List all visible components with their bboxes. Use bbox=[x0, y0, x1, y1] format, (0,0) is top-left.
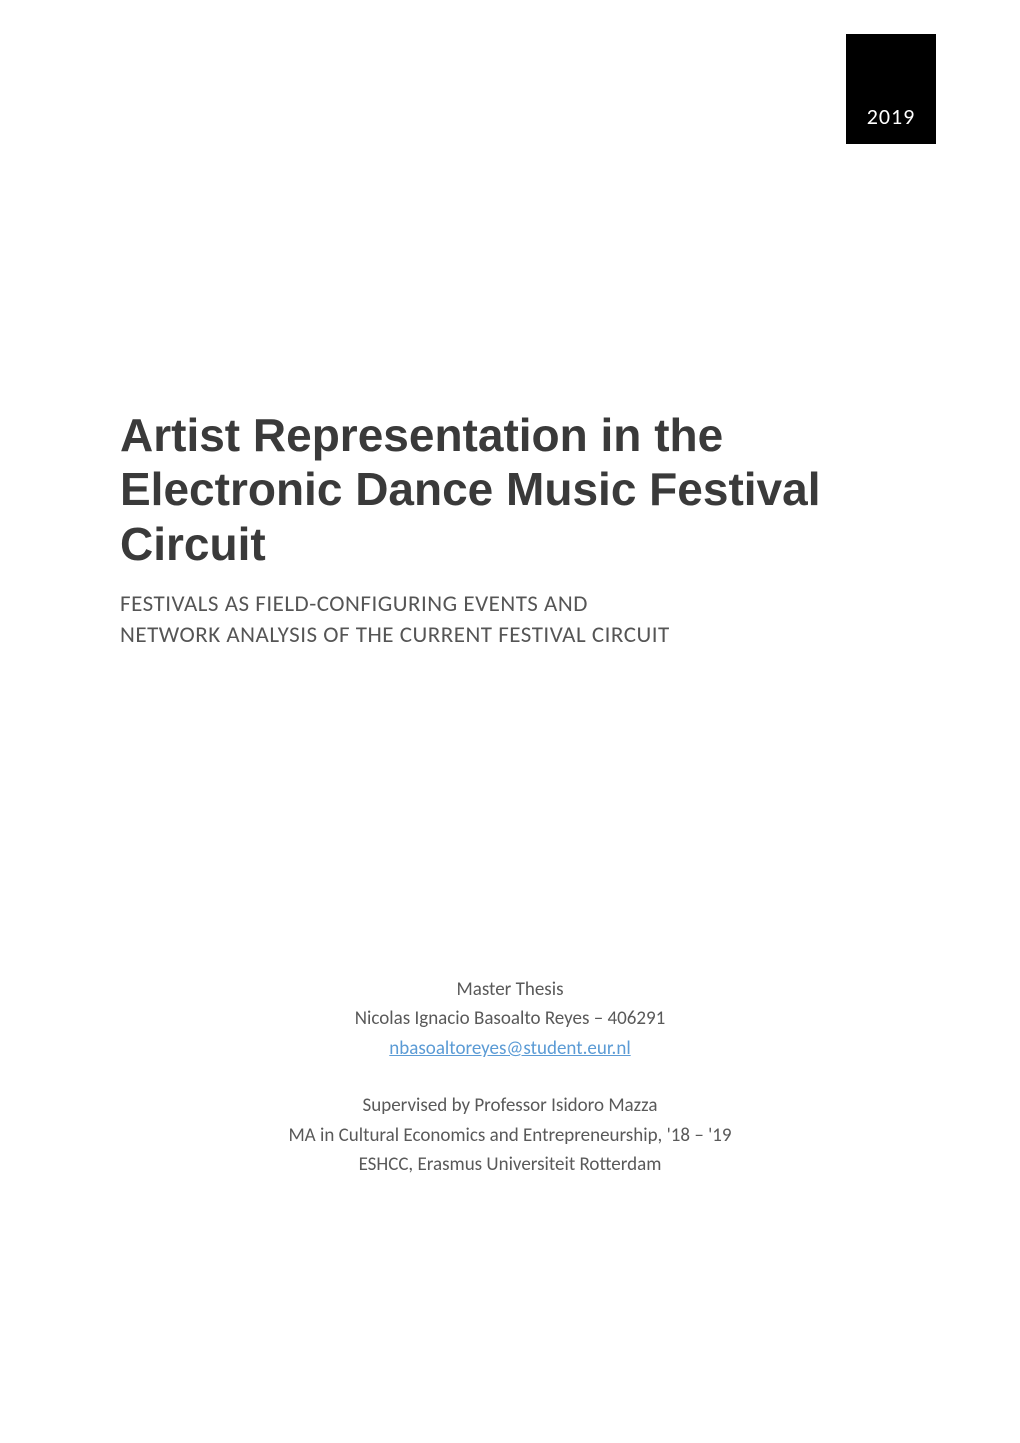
subtitle: FESTIVALS AS FIELD-CONFIGURING EVENTS AN… bbox=[120, 589, 890, 651]
year-badge-text: 2019 bbox=[867, 103, 916, 130]
thesis-label: Master Thesis bbox=[0, 975, 1020, 1004]
page-title: Artist Representation in the Electronic … bbox=[120, 408, 890, 571]
title-block: Artist Representation in the Electronic … bbox=[120, 408, 890, 651]
institution-line: ESHCC, Erasmus Universiteit Rotterdam bbox=[0, 1150, 1020, 1179]
subtitle-line-1: FESTIVALS AS FIELD-CONFIGURING EVENTS AN… bbox=[120, 590, 588, 618]
supervisor-line: Supervised by Professor Isidoro Mazza bbox=[0, 1091, 1020, 1120]
subtitle-line-2: NETWORK ANALYSIS OF THE CURRENT FESTIVAL… bbox=[120, 621, 670, 649]
year-badge: 2019 bbox=[846, 34, 936, 144]
meta-gap bbox=[0, 1063, 1020, 1091]
email-link[interactable]: nbasoaltoreyes@student.eur.nl bbox=[389, 1037, 630, 1060]
meta-block: Master Thesis Nicolas Ignacio Basoalto R… bbox=[0, 975, 1020, 1180]
email-line: nbasoaltoreyes@student.eur.nl bbox=[0, 1034, 1020, 1063]
author-line: Nicolas Ignacio Basoalto Reyes – 406291 bbox=[0, 1004, 1020, 1033]
program-line: MA in Cultural Economics and Entrepreneu… bbox=[0, 1121, 1020, 1150]
